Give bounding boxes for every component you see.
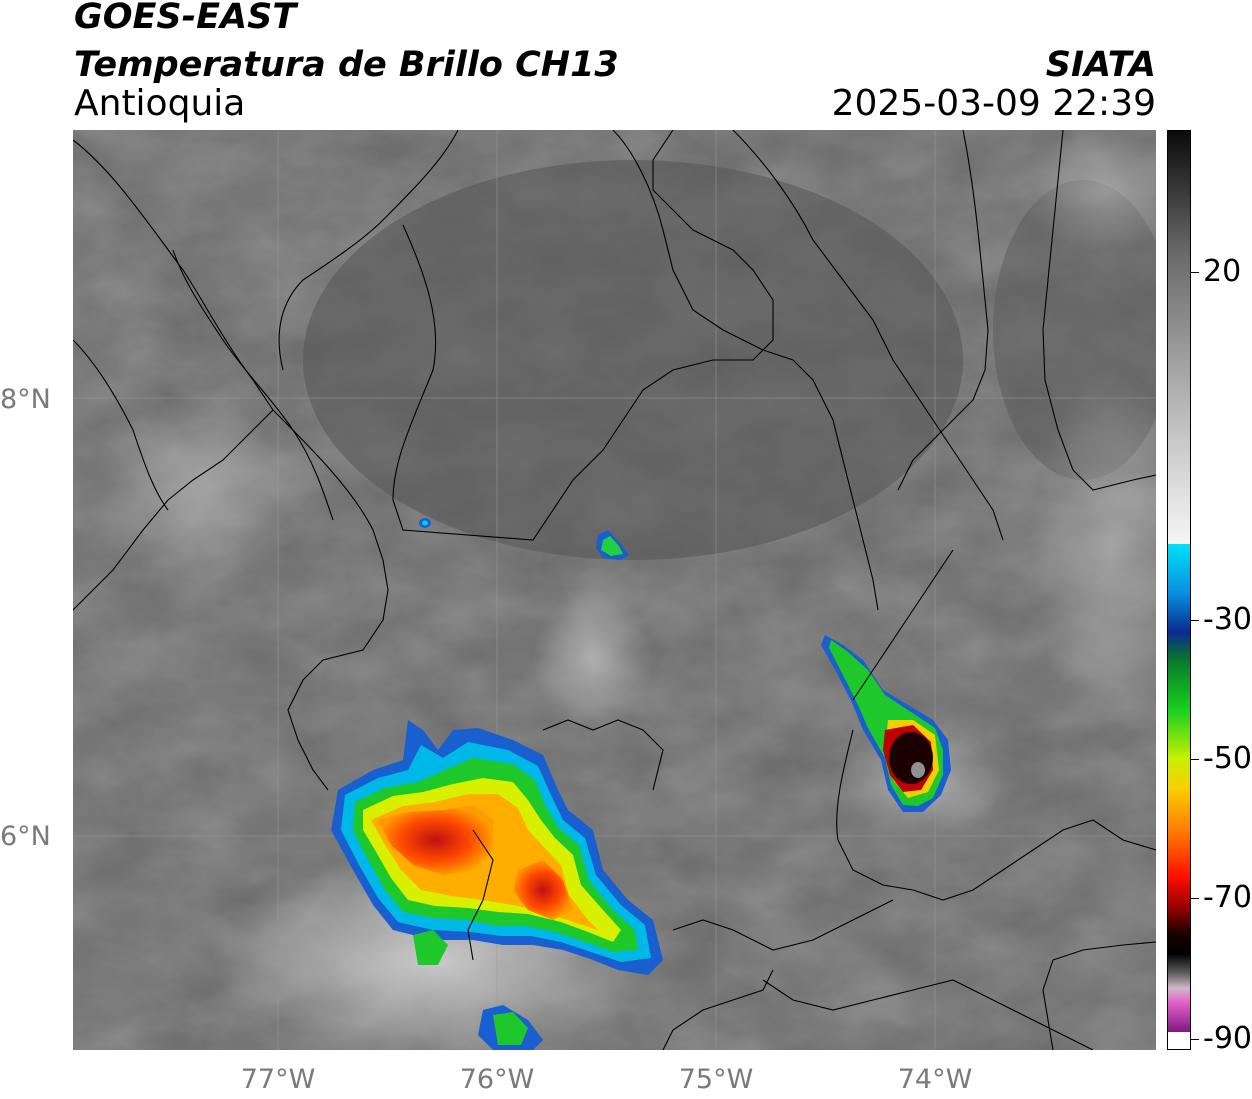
cloud-west bbox=[83, 400, 323, 580]
lon-label-75w: 75°W bbox=[678, 1064, 754, 1095]
colorbar-tick-minus70 bbox=[1191, 898, 1199, 899]
convective-storm-main bbox=[331, 720, 663, 1050]
convective-storm-east bbox=[821, 635, 951, 812]
colorbar-tick-minus90 bbox=[1191, 1039, 1199, 1040]
map-svg bbox=[73, 130, 1156, 1050]
region-label: Antioquia bbox=[74, 83, 246, 124]
datetime-label: 2025-03-09 22:39 bbox=[831, 83, 1156, 124]
product-title: Temperatura de Brillo CH13 bbox=[74, 45, 619, 85]
convective-cell-small bbox=[419, 518, 629, 560]
satellite-map[interactable] bbox=[73, 130, 1156, 1050]
colorbar-gray-segment bbox=[1167, 130, 1191, 544]
cloud-east bbox=[1033, 370, 1156, 730]
colorbar-tick-20 bbox=[1191, 272, 1199, 273]
colorbar-label-minus70: -70 bbox=[1203, 880, 1252, 915]
colorbar-label-minus90: -90 bbox=[1203, 1021, 1252, 1056]
agency-label: SIATA bbox=[1045, 45, 1156, 85]
cloud-center bbox=[533, 590, 653, 730]
lon-label-74w: 74°W bbox=[897, 1064, 973, 1095]
colorbar-border bbox=[1167, 130, 1191, 1050]
colorbar-label-minus50: -50 bbox=[1203, 741, 1252, 776]
lon-label-76w: 76°W bbox=[459, 1064, 535, 1095]
colorbar-tick-minus30 bbox=[1191, 620, 1199, 621]
colorbar-label-minus30: -30 bbox=[1203, 602, 1252, 637]
colorbar bbox=[1167, 130, 1191, 1050]
cloud-northeast bbox=[1013, 130, 1156, 250]
colorbar-tick-minus50 bbox=[1191, 759, 1199, 760]
warm-land-region bbox=[303, 160, 963, 560]
colorbar-label-20: 20 bbox=[1203, 254, 1242, 289]
lat-label-6n: 6°N bbox=[0, 821, 51, 852]
lat-label-8n: 8°N bbox=[0, 384, 51, 415]
colorbar-min-segment bbox=[1167, 1032, 1191, 1050]
colorbar-color-segment bbox=[1167, 544, 1191, 1032]
satellite-title: GOES-EAST bbox=[74, 0, 297, 37]
political-boundaries bbox=[73, 130, 1156, 1050]
lon-label-77w: 77°W bbox=[240, 1064, 316, 1095]
